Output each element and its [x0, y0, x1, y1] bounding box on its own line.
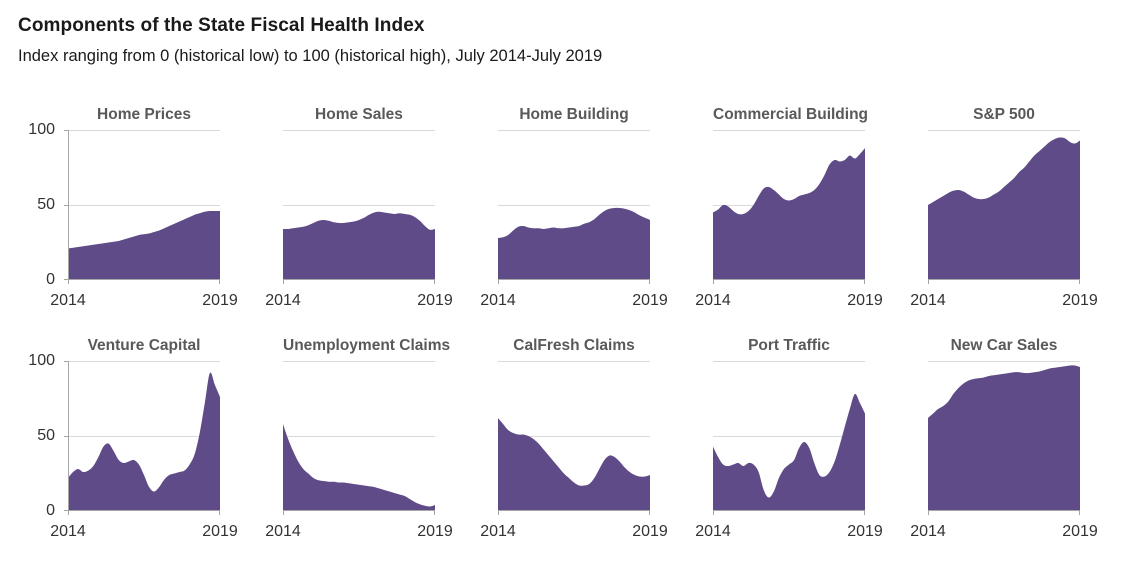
- chart-cell-commercial-building: Commercial Building 2014 2019: [695, 106, 883, 310]
- x-axis-labels: 2014 2019: [49, 292, 239, 310]
- chart-plot-port-traffic: [713, 361, 865, 515]
- chart-plot-venture-capital: [64, 361, 220, 515]
- chart-plot-unemployment-claims: [283, 361, 435, 515]
- area-chart-calfresh-claims: [498, 361, 650, 515]
- chart-plot-s-p-500: [928, 130, 1080, 284]
- chart-title-unemployment-claims: Unemployment Claims: [283, 337, 451, 354]
- area-shape: [498, 207, 650, 280]
- small-multiples-grid: 100 50 0 Home Prices 2014 2019 Home Sales 2014 2…: [18, 106, 1124, 541]
- y-tick-label-100: 100: [28, 352, 55, 369]
- area-chart-home-building: [498, 130, 650, 284]
- chart-cell-port-traffic: Port Traffic 2014 2019: [695, 337, 883, 541]
- x-tick-label-start: 2014: [480, 292, 516, 309]
- chart-plot-home-building: [498, 130, 650, 284]
- x-axis-labels: 2014 2019: [479, 523, 669, 541]
- chart-title-calfresh-claims: CalFresh Claims: [513, 337, 635, 354]
- x-tick-label-end: 2019: [1062, 523, 1098, 540]
- x-axis-labels: 2014 2019: [909, 292, 1099, 310]
- area-chart-port-traffic: [713, 361, 865, 515]
- x-tick-label-start: 2014: [695, 523, 731, 540]
- area-shape: [283, 211, 435, 280]
- chart-cell-s-p-500: S&P 500 2014 2019: [910, 106, 1098, 310]
- area-shape: [68, 210, 220, 280]
- x-tick-label-start: 2014: [910, 292, 946, 309]
- chart-title-port-traffic: Port Traffic: [748, 337, 830, 354]
- x-tick-label-end: 2019: [417, 523, 453, 540]
- chart-plot-new-car-sales: [928, 361, 1080, 515]
- y-tick-label-0: 0: [46, 502, 55, 519]
- x-axis-labels: 2014 2019: [479, 292, 669, 310]
- page: Components of the State Fiscal Health In…: [18, 15, 1124, 541]
- x-tick-label-start: 2014: [695, 292, 731, 309]
- area-chart-s-p-500: [928, 130, 1080, 284]
- x-axis-labels: 2014 2019: [694, 292, 884, 310]
- chart-plot-calfresh-claims: [498, 361, 650, 515]
- y-tick-label-100: 100: [28, 121, 55, 138]
- x-axis-labels: 2014 2019: [694, 523, 884, 541]
- x-axis-labels: 2014 2019: [264, 523, 454, 541]
- chart-title-new-car-sales: New Car Sales: [950, 337, 1058, 354]
- chart-title-home-sales: Home Sales: [315, 106, 403, 123]
- area-chart-unemployment-claims: [283, 361, 435, 515]
- chart-cell-new-car-sales: New Car Sales 2014 2019: [910, 337, 1098, 541]
- chart-title-commercial-building: Commercial Building: [713, 106, 869, 123]
- area-shape: [928, 137, 1080, 280]
- y-tick-label-50: 50: [37, 196, 55, 213]
- chart-title-venture-capital: Venture Capital: [87, 337, 201, 354]
- area-shape: [498, 418, 650, 511]
- x-tick-label-end: 2019: [632, 292, 668, 309]
- x-tick-label-start: 2014: [50, 523, 86, 540]
- x-tick-label-start: 2014: [50, 292, 86, 309]
- x-axis-labels: 2014 2019: [264, 292, 454, 310]
- x-tick-label-start: 2014: [265, 523, 301, 540]
- chart-cell-venture-capital: Venture Capital 2014 2019: [50, 337, 238, 541]
- chart-plot-commercial-building: [713, 130, 865, 284]
- x-tick-label-start: 2014: [480, 523, 516, 540]
- x-axis-labels: 2014 2019: [49, 523, 239, 541]
- chart-row-2: 100 50 0 Venture Capital 2014 2019 Unemploymen…: [28, 337, 1124, 541]
- page-subtitle: Index ranging from 0 (historical low) to…: [18, 47, 603, 65]
- chart-cell-home-building: Home Building 2014 2019: [480, 106, 668, 310]
- area-chart-commercial-building: [713, 130, 865, 284]
- x-tick-label-end: 2019: [417, 292, 453, 309]
- chart-cell-calfresh-claims: CalFresh Claims 2014 2019: [480, 337, 668, 541]
- chart-plot-home-prices: [64, 130, 220, 284]
- chart-plot-home-sales: [283, 130, 435, 284]
- x-axis-labels: 2014 2019: [909, 523, 1099, 541]
- x-tick-label-end: 2019: [847, 292, 883, 309]
- area-chart-home-sales: [283, 130, 435, 284]
- x-tick-label-end: 2019: [202, 523, 238, 540]
- x-tick-label-end: 2019: [202, 292, 238, 309]
- chart-title-home-prices: Home Prices: [97, 106, 191, 123]
- y-axis-labels: 100 50 0: [18, 352, 55, 519]
- chart-cell-unemployment-claims: Unemployment Claims 2014 2019: [265, 337, 453, 541]
- x-tick-label-end: 2019: [1062, 292, 1098, 309]
- x-tick-label-start: 2014: [265, 292, 301, 309]
- area-shape: [283, 424, 435, 511]
- x-tick-label-end: 2019: [847, 523, 883, 540]
- y-tick-label-0: 0: [46, 271, 55, 288]
- chart-cell-home-sales: Home Sales 2014 2019: [265, 106, 453, 310]
- chart-title-s-p-500: S&P 500: [973, 106, 1035, 123]
- area-chart-new-car-sales: [928, 361, 1080, 515]
- area-shape: [68, 372, 220, 511]
- area-shape: [928, 365, 1080, 511]
- area-shape: [713, 393, 865, 511]
- area-chart-venture-capital: [64, 361, 220, 515]
- y-tick-label-50: 50: [37, 427, 55, 444]
- y-axis-labels: 100 50 0: [18, 121, 55, 288]
- chart-cell-home-prices: Home Prices 2014 2019: [50, 106, 238, 310]
- page-title: Components of the State Fiscal Health In…: [18, 15, 425, 36]
- x-tick-label-start: 2014: [910, 523, 946, 540]
- chart-title-home-building: Home Building: [519, 106, 629, 123]
- x-tick-label-end: 2019: [632, 523, 668, 540]
- area-chart-home-prices: [64, 130, 220, 284]
- area-shape: [713, 148, 865, 280]
- chart-row-1: 100 50 0 Home Prices 2014 2019 Home Sales 2014 2…: [28, 106, 1124, 310]
